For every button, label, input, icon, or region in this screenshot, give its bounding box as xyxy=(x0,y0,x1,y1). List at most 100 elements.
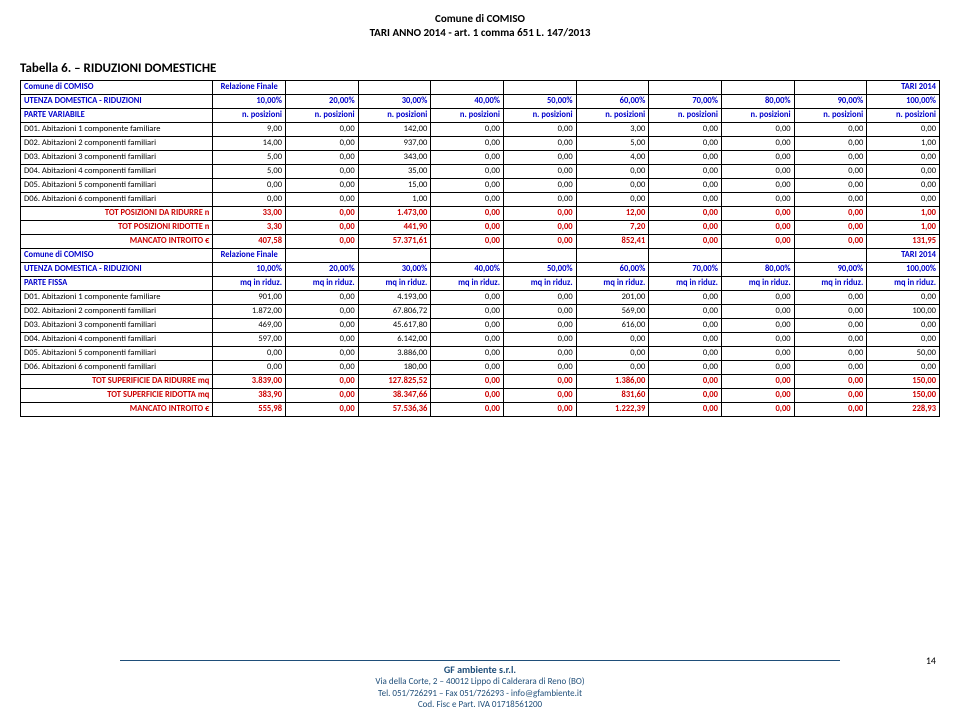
table-row: D02. Abitazioni 2 componenti familiari14… xyxy=(21,136,940,150)
total-cell: 0,00 xyxy=(721,206,794,220)
data-cell: 0,00 xyxy=(576,164,649,178)
total-cell: 0,00 xyxy=(431,374,504,388)
data-cell: 0,00 xyxy=(431,164,504,178)
data-cell: 67.806,72 xyxy=(358,304,431,318)
data-cell: 0,00 xyxy=(867,360,940,374)
unit-cell: mq in riduz. xyxy=(721,276,794,290)
total-cell: 852,41 xyxy=(576,234,649,248)
row-label: D01. Abitazioni 1 componente familiare xyxy=(21,122,213,136)
data-cell: 0,00 xyxy=(286,192,359,206)
total-cell: 0,00 xyxy=(503,374,576,388)
total-cell: 3.839,00 xyxy=(213,374,286,388)
data-cell: 0,00 xyxy=(286,150,359,164)
data-cell: 0,00 xyxy=(649,192,722,206)
footer: GF ambiente s.r.l. Via della Corte, 2 – … xyxy=(0,658,960,711)
data-cell: 0,00 xyxy=(721,164,794,178)
table-row: D03. Abitazioni 3 componenti familiari46… xyxy=(21,318,940,332)
data-cell: 0,00 xyxy=(867,164,940,178)
data-cell: 142,00 xyxy=(358,122,431,136)
data-cell: 901,00 xyxy=(213,290,286,304)
total-cell: 0,00 xyxy=(503,388,576,402)
data-cell: 5,00 xyxy=(213,164,286,178)
table-row: D04. Abitazioni 4 componenti familiari5,… xyxy=(21,164,940,178)
data-cell: 0,00 xyxy=(286,136,359,150)
data-cell: 0,00 xyxy=(286,178,359,192)
unit-cell: mq in riduz. xyxy=(503,276,576,290)
total-cell: 0,00 xyxy=(794,206,867,220)
table-row: D02. Abitazioni 2 componenti familiari1.… xyxy=(21,304,940,318)
percent-cell: 50,00% xyxy=(503,94,576,108)
footer-tel: Tel. 051/726291 – Fax 051/726293 - info@… xyxy=(0,688,960,700)
unit-cell: mq in riduz. xyxy=(576,276,649,290)
data-cell: 0,00 xyxy=(721,304,794,318)
data-cell: 937,00 xyxy=(358,136,431,150)
total-cell: 1.473,00 xyxy=(358,206,431,220)
total-row: MANCATO INTROITO €407,580,0057.371,610,0… xyxy=(21,234,940,248)
data-cell: 1,00 xyxy=(358,192,431,206)
data-cell: 1.872,00 xyxy=(213,304,286,318)
footer-cod: Cod. Fisc e Part. IVA 01718561200 xyxy=(0,699,960,711)
data-cell: 0,00 xyxy=(431,318,504,332)
data-cell: 0,00 xyxy=(867,150,940,164)
data-cell: 45.617,80 xyxy=(358,318,431,332)
data-cell: 0,00 xyxy=(649,290,722,304)
unit-cell: n. posizioni xyxy=(721,108,794,122)
total-cell: 38.347,66 xyxy=(358,388,431,402)
table-row: D06. Abitazioni 6 componenti familiari0,… xyxy=(21,192,940,206)
data-cell: 1,00 xyxy=(867,136,940,150)
total-cell: 383,90 xyxy=(213,388,286,402)
unit-cell: n. posizioni xyxy=(867,108,940,122)
data-cell: 0,00 xyxy=(431,136,504,150)
data-cell: 201,00 xyxy=(576,290,649,304)
row-label: D02. Abitazioni 2 componenti familiari xyxy=(21,136,213,150)
data-cell: 0,00 xyxy=(794,136,867,150)
total-label: TOT POSIZIONI DA RIDURRE n xyxy=(21,206,213,220)
total-cell: 0,00 xyxy=(286,234,359,248)
total-label: TOT POSIZIONI RIDOTTE n xyxy=(21,220,213,234)
table-row: D05. Abitazioni 5 componenti familiari0,… xyxy=(21,346,940,360)
total-cell: 0,00 xyxy=(286,206,359,220)
data-cell: 0,00 xyxy=(286,332,359,346)
data-cell: 0,00 xyxy=(576,360,649,374)
data-cell: 0,00 xyxy=(649,304,722,318)
blank-cell xyxy=(576,80,649,94)
data-cell: 0,00 xyxy=(286,290,359,304)
data-cell: 343,00 xyxy=(358,150,431,164)
percent-cell: 10,00% xyxy=(213,262,286,276)
data-cell: 0,00 xyxy=(794,122,867,136)
data-cell: 0,00 xyxy=(794,346,867,360)
data-cell: 469,00 xyxy=(213,318,286,332)
total-cell: 57.536,36 xyxy=(358,402,431,416)
total-cell: 0,00 xyxy=(286,374,359,388)
total-row: TOT POSIZIONI RIDOTTE n3,300,00441,900,0… xyxy=(21,220,940,234)
data-cell: 0,00 xyxy=(794,192,867,206)
header-relazione: Relazione Finale xyxy=(213,248,286,262)
data-cell: 0,00 xyxy=(721,318,794,332)
data-cell: 0,00 xyxy=(576,346,649,360)
data-cell: 15,00 xyxy=(358,178,431,192)
total-cell: 0,00 xyxy=(286,220,359,234)
data-cell: 0,00 xyxy=(649,332,722,346)
header-relazione: Relazione Finale xyxy=(213,80,286,94)
unit-cell: mq in riduz. xyxy=(431,276,504,290)
data-cell: 4.193,00 xyxy=(358,290,431,304)
total-cell: 12,00 xyxy=(576,206,649,220)
total-cell: 0,00 xyxy=(794,374,867,388)
total-row: TOT SUPERFICIE RIDOTTA mq383,900,0038.34… xyxy=(21,388,940,402)
header-line2: TARI ANNO 2014 - art. 1 comma 651 L. 147… xyxy=(20,26,940,40)
data-cell: 14,00 xyxy=(213,136,286,150)
header-tari: TARI 2014 xyxy=(867,248,940,262)
percent-cell: 100,00% xyxy=(867,262,940,276)
data-cell: 5,00 xyxy=(576,136,649,150)
data-cell: 0,00 xyxy=(431,122,504,136)
data-cell: 0,00 xyxy=(286,346,359,360)
total-cell: 0,00 xyxy=(503,402,576,416)
total-cell: 0,00 xyxy=(721,220,794,234)
total-cell: 131,95 xyxy=(867,234,940,248)
percent-cell: 40,00% xyxy=(431,94,504,108)
data-cell: 0,00 xyxy=(721,290,794,304)
data-cell: 0,00 xyxy=(867,332,940,346)
total-cell: 0,00 xyxy=(286,402,359,416)
total-cell: 0,00 xyxy=(503,220,576,234)
data-cell: 0,00 xyxy=(286,318,359,332)
